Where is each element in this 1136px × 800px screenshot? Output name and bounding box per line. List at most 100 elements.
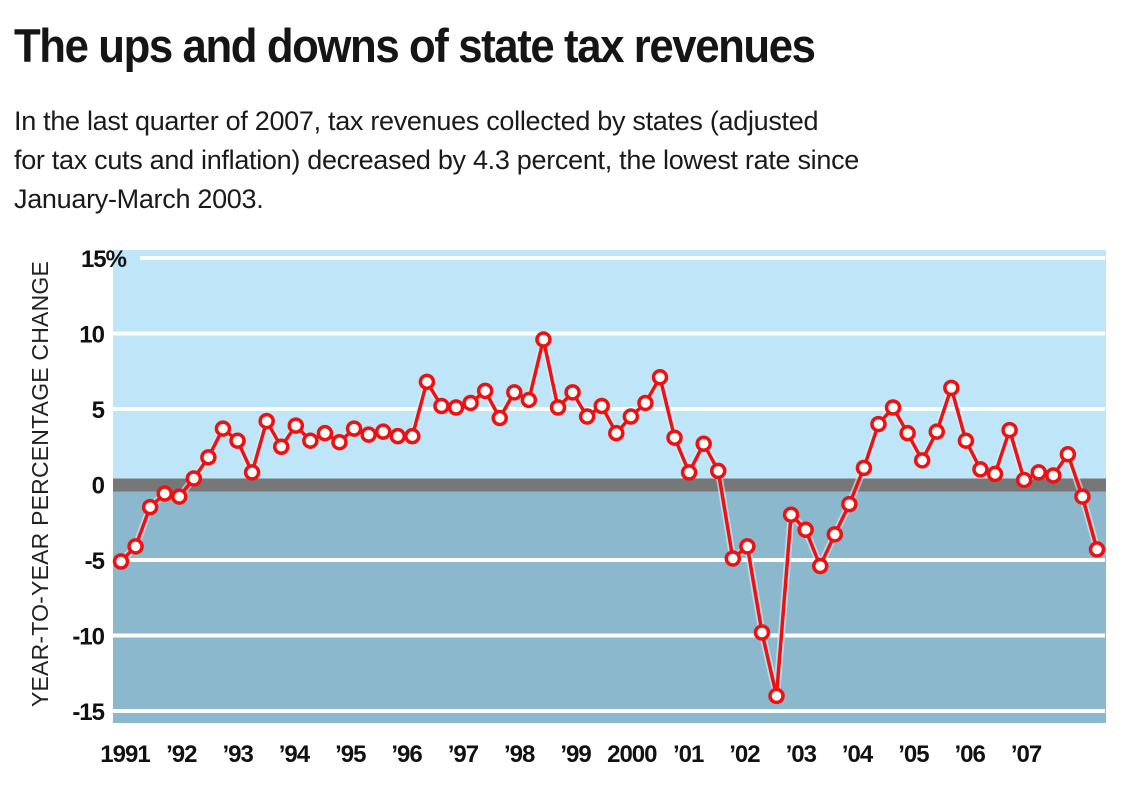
data-point (156, 485, 173, 502)
data-point (855, 459, 873, 477)
data-point (229, 432, 246, 449)
data-point (1074, 488, 1091, 505)
y-tick-label: 15% (81, 246, 127, 273)
x-tick-label: ’07 (1011, 741, 1042, 768)
data-point (185, 470, 203, 487)
data-point (462, 394, 479, 412)
data-point (899, 424, 916, 442)
data-point (695, 435, 712, 452)
data-point (491, 409, 508, 427)
data-point (1045, 467, 1062, 484)
x-tick-label: ’01 (673, 741, 704, 768)
data-point (826, 526, 844, 543)
x-tick-label: ’98 (504, 741, 535, 768)
subtitle-line: January-March 2003. (14, 184, 264, 214)
data-point (316, 424, 334, 442)
x-axis-ticks: 1991 ’92 ’93 ’94 ’95 ’96 ’97 ’98 ’99 2000 ’01 ’02 ’0… (100, 741, 1043, 768)
data-point (476, 382, 494, 400)
data-point (345, 420, 363, 437)
data-point (943, 379, 960, 397)
subtitle-line: for tax cuts and inflation) decreased by… (14, 145, 859, 175)
plot-background (113, 250, 1106, 723)
data-point (1030, 464, 1047, 481)
data-point (928, 423, 946, 440)
data-point (637, 394, 654, 412)
data-point (957, 432, 975, 449)
data-point (214, 420, 232, 437)
data-point (986, 465, 1004, 483)
data-point (768, 687, 785, 705)
data-point (127, 538, 144, 555)
data-point (258, 412, 275, 430)
data-point (287, 417, 305, 434)
data-point (272, 438, 290, 455)
data-point (724, 550, 742, 567)
x-tick-label: ’94 (279, 741, 311, 768)
series-layer (112, 331, 1106, 705)
data-point (797, 521, 814, 539)
data-point (680, 464, 698, 481)
data-point (1001, 421, 1018, 439)
x-tick-label: ’03 (786, 741, 817, 768)
x-tick-label: ’93 (222, 741, 253, 768)
chart-title: The ups and downs of state tax revenues (14, 19, 816, 72)
x-tick-label: 2000 (607, 741, 657, 768)
data-point (535, 331, 552, 348)
y-tick-label: 5 (92, 397, 105, 424)
x-tick-label: ’06 (955, 741, 986, 768)
data-point (578, 408, 596, 425)
x-tick-label: ’96 (391, 741, 422, 768)
data-point (739, 538, 756, 555)
data-point (360, 426, 377, 443)
data-point (302, 432, 319, 449)
data-point (782, 506, 800, 523)
data-point (884, 399, 902, 416)
data-point (622, 408, 640, 425)
data-point (666, 429, 683, 446)
data-point (1088, 541, 1106, 558)
data-point (608, 424, 625, 442)
data-point (651, 369, 669, 386)
x-tick-label: ’95 (335, 741, 366, 768)
data-point (171, 488, 188, 505)
x-tick-label: ’99 (560, 741, 591, 768)
data-point (520, 391, 538, 409)
data-point (200, 449, 217, 466)
data-point (710, 462, 727, 480)
data-point (447, 399, 465, 416)
data-point (243, 464, 261, 481)
data-point (1059, 446, 1077, 463)
chart-subtitle: In the last quarter of 2007, tax revenue… (14, 102, 1114, 219)
y-tick-label: -5 (85, 548, 105, 575)
y-axis-title: YEAR-TO-YEAR PERCENTAGE CHANGE (27, 261, 53, 707)
x-tick-label: ’92 (166, 741, 197, 768)
data-point (374, 423, 392, 440)
y-tick-label: 0 (92, 473, 105, 500)
data-point (753, 624, 771, 641)
x-tick-label: ’97 (448, 741, 479, 768)
y-tick-label: -15 (72, 699, 104, 726)
x-tick-label: ’05 (898, 741, 929, 768)
data-point (1015, 471, 1033, 489)
data-point (972, 461, 989, 478)
data-point (433, 397, 450, 415)
data-point (404, 427, 421, 445)
data-point (331, 433, 348, 451)
y-tick-label: -10 (72, 624, 104, 651)
data-point (841, 495, 858, 513)
data-point (141, 498, 159, 516)
negative-region (113, 491, 1106, 723)
y-axis-ticks: 15% 10 5 0 -5 -10 -15 (72, 246, 127, 726)
x-tick-label: 1991 (100, 741, 150, 768)
data-point (389, 427, 407, 445)
x-tick-label: ’02 (729, 741, 760, 768)
data-point (870, 415, 887, 433)
data-point (564, 384, 581, 401)
x-tick-label: ’04 (842, 741, 874, 768)
data-point (549, 399, 567, 416)
subtitle-line: In the last quarter of 2007, tax revenue… (14, 106, 819, 136)
zero-band (113, 478, 1106, 492)
data-point (418, 373, 436, 391)
data-point (811, 557, 829, 575)
